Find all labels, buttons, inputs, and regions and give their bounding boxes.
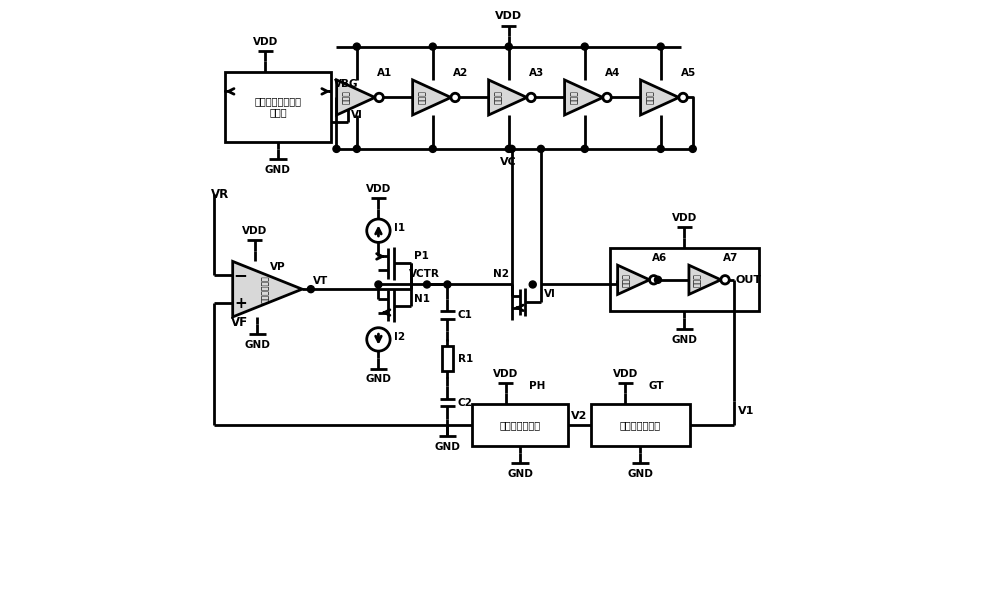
Circle shape [721, 276, 729, 284]
Circle shape [429, 43, 436, 50]
Circle shape [657, 43, 664, 50]
Circle shape [423, 281, 430, 288]
Text: N1: N1 [414, 293, 430, 303]
Text: VDD: VDD [613, 369, 638, 379]
Bar [591, 404, 690, 446]
Circle shape [505, 145, 512, 152]
Text: 双曲率: 双曲率 [646, 90, 655, 104]
Polygon shape [689, 265, 721, 294]
Text: VR: VR [211, 188, 230, 201]
Circle shape [353, 145, 360, 152]
Polygon shape [641, 80, 679, 115]
Text: GND: GND [627, 469, 653, 479]
Text: GT: GT [649, 381, 664, 391]
Text: VI: VI [351, 110, 363, 120]
Text: 双曲率: 双曲率 [418, 90, 427, 104]
Text: 电压跟随电路: 电压跟随电路 [261, 276, 270, 303]
Text: GND: GND [245, 340, 270, 350]
Text: 双曲率: 双曲率 [494, 90, 503, 104]
Circle shape [307, 286, 314, 293]
Circle shape [444, 281, 451, 288]
Circle shape [603, 93, 611, 101]
Text: A4: A4 [605, 68, 621, 78]
Circle shape [353, 43, 360, 50]
Circle shape [529, 281, 536, 288]
Text: 双曲率: 双曲率 [570, 90, 579, 104]
Text: 平滑滤波器电路: 平滑滤波器电路 [500, 419, 541, 430]
Text: GND: GND [365, 375, 391, 385]
Text: VBG: VBG [334, 79, 359, 89]
Text: PH: PH [529, 381, 545, 391]
Text: A5: A5 [681, 68, 696, 78]
Text: −: − [233, 266, 247, 284]
Text: I1: I1 [394, 224, 405, 234]
Text: 抗波动特性电压产
生电路: 抗波动特性电压产 生电路 [254, 96, 301, 117]
Circle shape [375, 281, 382, 288]
Text: P1: P1 [414, 251, 428, 261]
Circle shape [429, 145, 436, 152]
Text: 双曲率: 双曲率 [622, 273, 631, 287]
Polygon shape [618, 265, 650, 294]
Circle shape [581, 145, 588, 152]
Circle shape [367, 219, 390, 242]
Text: GND: GND [671, 335, 697, 345]
Circle shape [508, 145, 515, 152]
Polygon shape [233, 261, 302, 317]
Text: GND: GND [507, 469, 533, 479]
Text: VDD: VDD [253, 37, 278, 47]
Text: A3: A3 [529, 68, 545, 78]
Circle shape [527, 93, 535, 101]
Bar [472, 404, 568, 446]
Circle shape [581, 43, 588, 50]
Bar [225, 72, 331, 142]
Text: VDD: VDD [493, 369, 518, 379]
Text: VDD: VDD [366, 184, 391, 194]
Circle shape [367, 327, 390, 351]
Text: +: + [234, 296, 247, 310]
Text: VF: VF [231, 316, 248, 329]
Circle shape [654, 276, 661, 283]
Text: A7: A7 [723, 254, 739, 264]
Circle shape [333, 145, 340, 152]
Text: A1: A1 [377, 68, 393, 78]
Polygon shape [337, 80, 375, 115]
Circle shape [505, 43, 512, 50]
Circle shape [657, 145, 664, 152]
Text: VDD: VDD [495, 11, 522, 21]
Text: C1: C1 [458, 310, 473, 320]
Text: 双曲率: 双曲率 [693, 273, 702, 287]
Bar [442, 346, 453, 371]
Text: VC: VC [500, 157, 517, 167]
Circle shape [537, 145, 544, 152]
Text: 高通滤波器电路: 高通滤波器电路 [620, 419, 661, 430]
Circle shape [375, 93, 383, 101]
Text: I2: I2 [394, 332, 405, 342]
Circle shape [650, 276, 658, 284]
Circle shape [451, 93, 459, 101]
Text: VT: VT [313, 276, 328, 286]
Text: GND: GND [265, 165, 291, 175]
Text: VDD: VDD [672, 213, 697, 223]
Polygon shape [489, 80, 527, 115]
Text: C2: C2 [458, 398, 473, 408]
Circle shape [679, 93, 687, 101]
Text: A2: A2 [453, 68, 469, 78]
Text: R1: R1 [458, 353, 473, 363]
Text: OUT: OUT [735, 275, 761, 285]
Bar [610, 248, 759, 312]
Text: A6: A6 [652, 254, 667, 264]
Text: VDD: VDD [242, 226, 267, 236]
Text: N2: N2 [493, 268, 509, 278]
Text: VI: VI [544, 289, 556, 299]
Text: VP: VP [270, 262, 286, 272]
Text: V1: V1 [737, 406, 754, 416]
Text: 双曲率: 双曲率 [342, 90, 351, 104]
Polygon shape [565, 80, 603, 115]
Circle shape [689, 145, 696, 152]
Text: VCTR: VCTR [409, 268, 439, 278]
Polygon shape [413, 80, 451, 115]
Text: V2: V2 [571, 411, 588, 421]
Text: GND: GND [434, 442, 460, 453]
